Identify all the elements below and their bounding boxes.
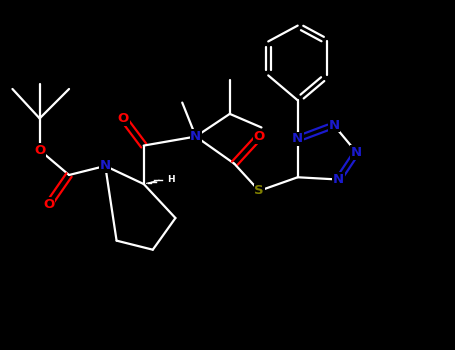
Text: N: N <box>292 132 303 145</box>
Text: N: N <box>190 130 202 143</box>
Text: N: N <box>329 119 339 132</box>
Text: N: N <box>351 146 362 159</box>
Text: O: O <box>118 112 129 125</box>
Text: N: N <box>333 173 344 186</box>
Text: S: S <box>254 184 264 197</box>
Text: N: N <box>100 160 111 173</box>
Text: O: O <box>43 198 54 211</box>
Text: H: H <box>167 175 175 184</box>
Text: O: O <box>34 144 45 156</box>
Text: O: O <box>253 130 265 143</box>
